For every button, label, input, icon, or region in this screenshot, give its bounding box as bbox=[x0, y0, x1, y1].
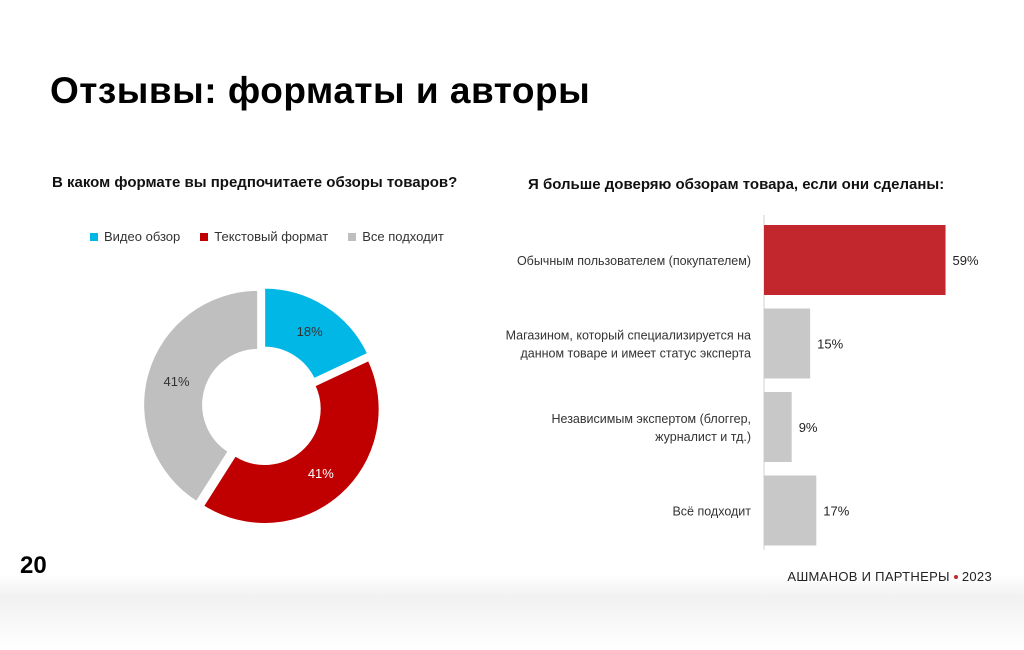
legend-item-video: Видео обзор bbox=[90, 229, 180, 244]
legend-swatch-text bbox=[200, 232, 209, 241]
page-number: 20 bbox=[20, 552, 47, 579]
bar-chart-title: Я больше доверяю обзорам товара, если он… bbox=[528, 176, 945, 193]
bar-3 bbox=[764, 392, 792, 462]
brand-name: АШМАНОВ И ПАРТНЕРЫ bbox=[787, 569, 950, 584]
brand-dot-icon bbox=[953, 574, 958, 579]
donut-slice-text bbox=[201, 358, 381, 525]
legend-label-text: Текстовый формат bbox=[214, 229, 329, 244]
category-label-line: Всё подходит bbox=[672, 505, 751, 519]
legend-swatch-video bbox=[90, 232, 98, 241]
bar-value-label-2: 15% bbox=[817, 337, 843, 352]
donut-label-all: 41% bbox=[164, 374, 190, 389]
bar-value-label-3: 9% bbox=[799, 420, 818, 435]
bar-category-label-3: Независимым экспертом (блоггер, журналист… bbox=[552, 412, 752, 444]
donut-legend: Видео обзор Текстовый формат Все подходи… bbox=[90, 229, 444, 244]
legend-item-all: Все подходит bbox=[348, 229, 444, 244]
category-label-line: журналист и тд.) bbox=[655, 430, 751, 444]
donut-chart: 18% 41% 41% bbox=[142, 286, 381, 525]
bar-category-label-1: Обычным пользователем (покупателем) bbox=[517, 254, 751, 268]
bar-value-label-4: 17% bbox=[823, 504, 849, 519]
legend-label-all: Все подходит bbox=[362, 229, 444, 244]
legend-label-video: Видео обзор bbox=[104, 229, 181, 244]
donut-chart-title: В каком формате вы предпочитаете обзоры … bbox=[52, 174, 458, 191]
bar-category-label-2: Магазином, который специализируется на да… bbox=[506, 329, 751, 361]
bar-4 bbox=[764, 475, 817, 546]
donut-slice-video bbox=[263, 286, 370, 381]
bar-2 bbox=[764, 308, 811, 379]
donut-label-video: 18% bbox=[297, 324, 323, 339]
category-label-line: Независимым экспертом (блоггер, bbox=[552, 412, 752, 426]
bar-value-label-1: 59% bbox=[953, 253, 979, 268]
brand-year: 2023 bbox=[961, 569, 992, 584]
bar-1 bbox=[764, 225, 946, 295]
category-label-line: Обычным пользователем (покупателем) bbox=[517, 254, 751, 268]
bar-category-label-4: Всё подходит bbox=[672, 505, 751, 519]
legend-item-text: Текстовый формат bbox=[200, 229, 328, 244]
category-label-line: данном товаре и имеет статус эксперта bbox=[520, 347, 751, 361]
donut-slice-all bbox=[142, 288, 260, 504]
footer-band bbox=[0, 575, 1024, 650]
bar-chart: 59% Обычным пользователем (покупателем) 15… bbox=[506, 215, 979, 550]
legend-swatch-all bbox=[348, 232, 357, 241]
category-label-line: Магазином, который специализируется на bbox=[506, 329, 751, 343]
slide-title: Отзывы: форматы и авторы bbox=[50, 70, 591, 111]
brand-footer: АШМАНОВ И ПАРТНЕРЫ 2023 bbox=[787, 569, 992, 584]
donut-label-text: 41% bbox=[308, 466, 334, 481]
